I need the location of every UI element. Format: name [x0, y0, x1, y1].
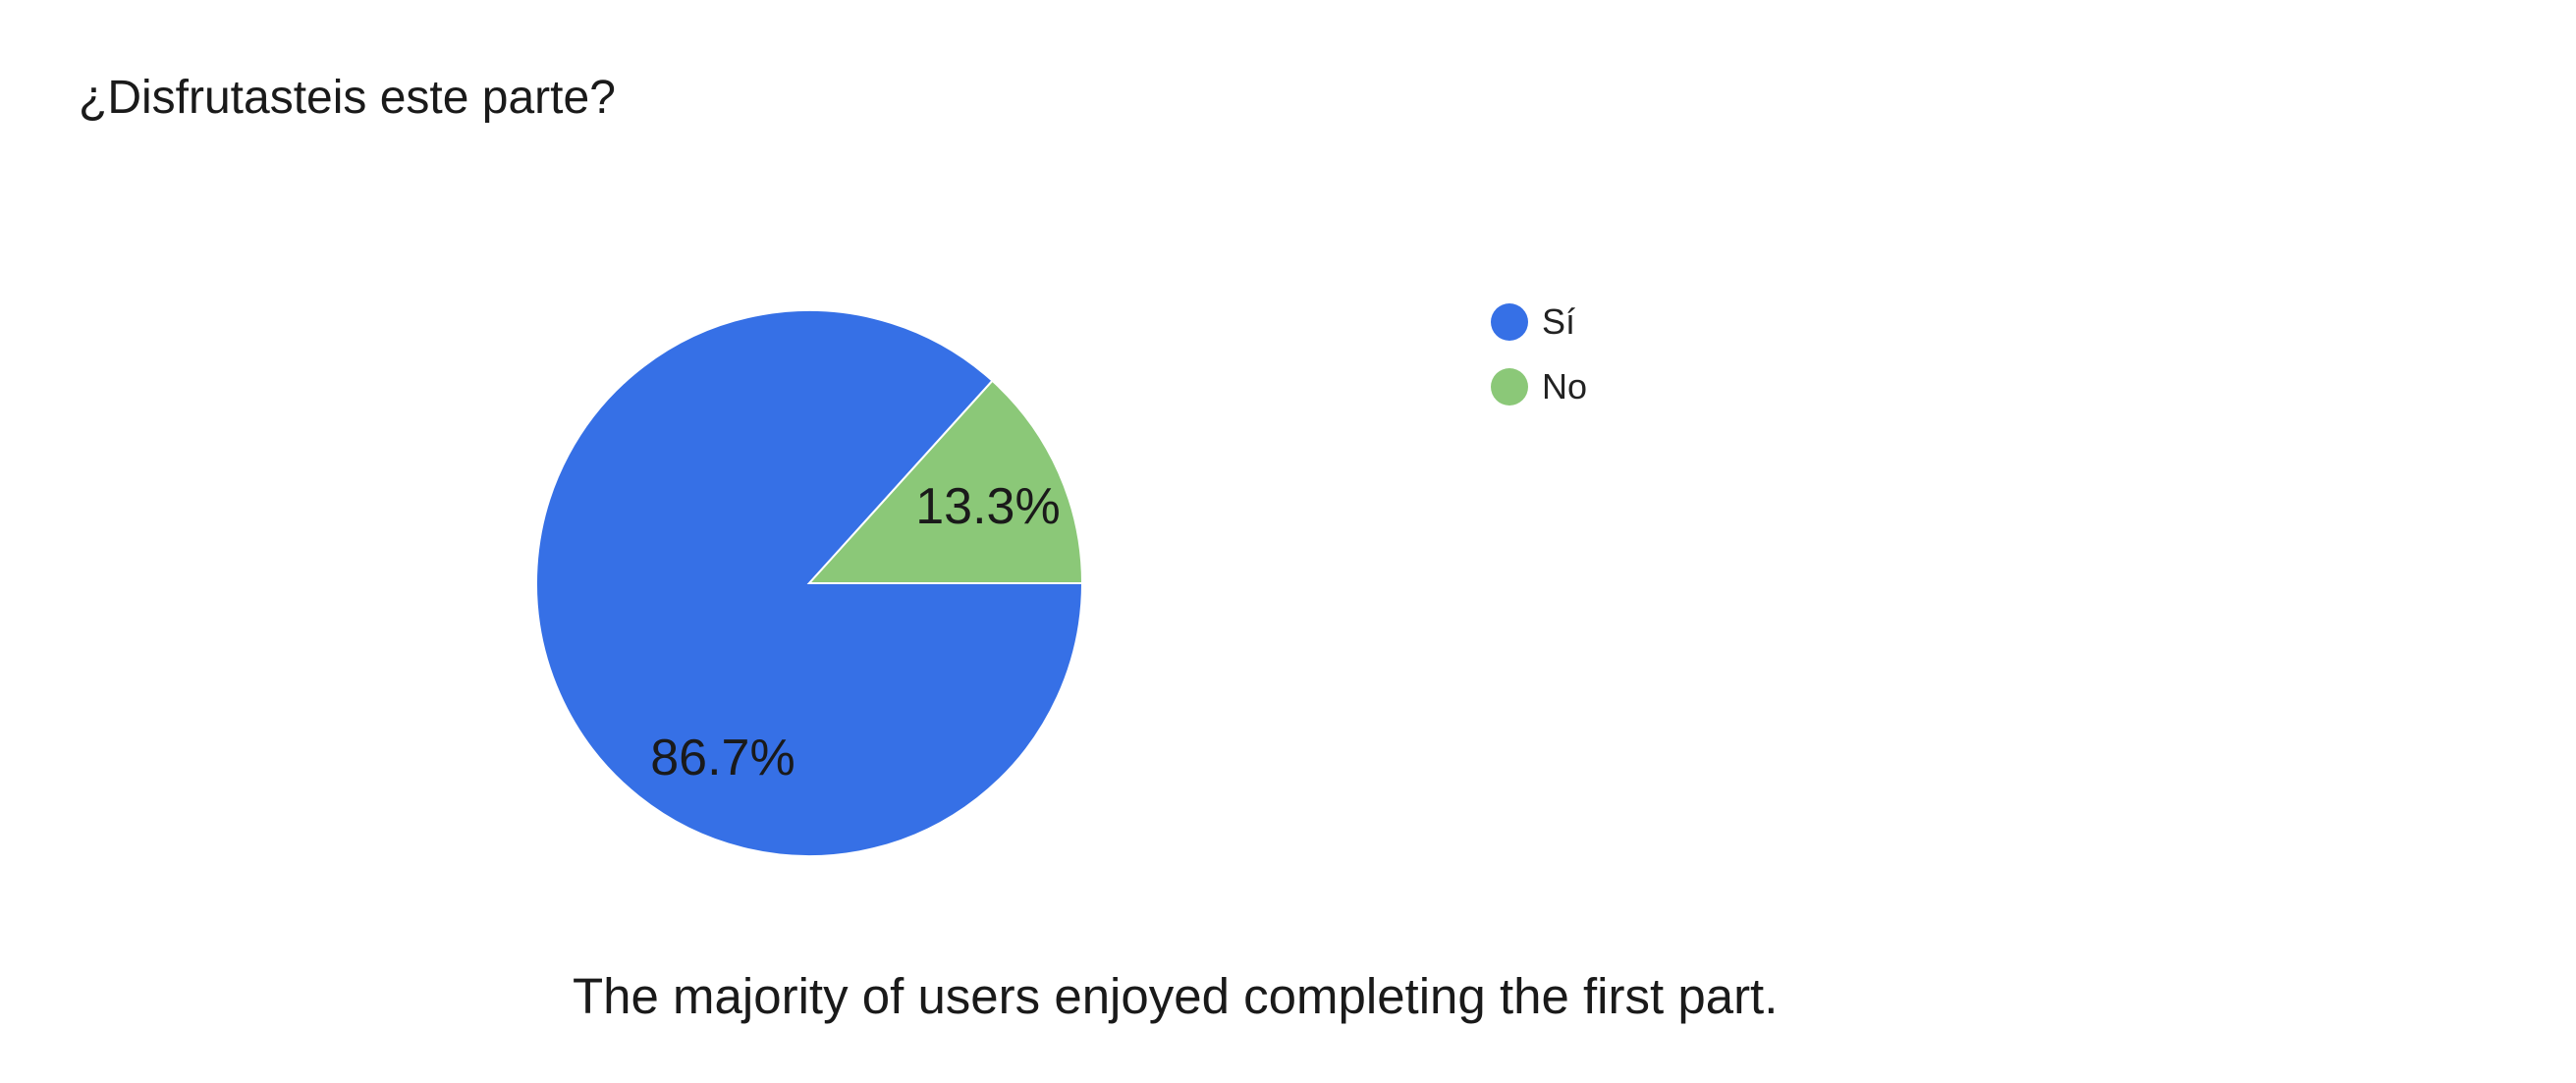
svg-text:13.3%: 13.3% — [915, 478, 1060, 535]
svg-text:86.7%: 86.7% — [650, 730, 795, 786]
